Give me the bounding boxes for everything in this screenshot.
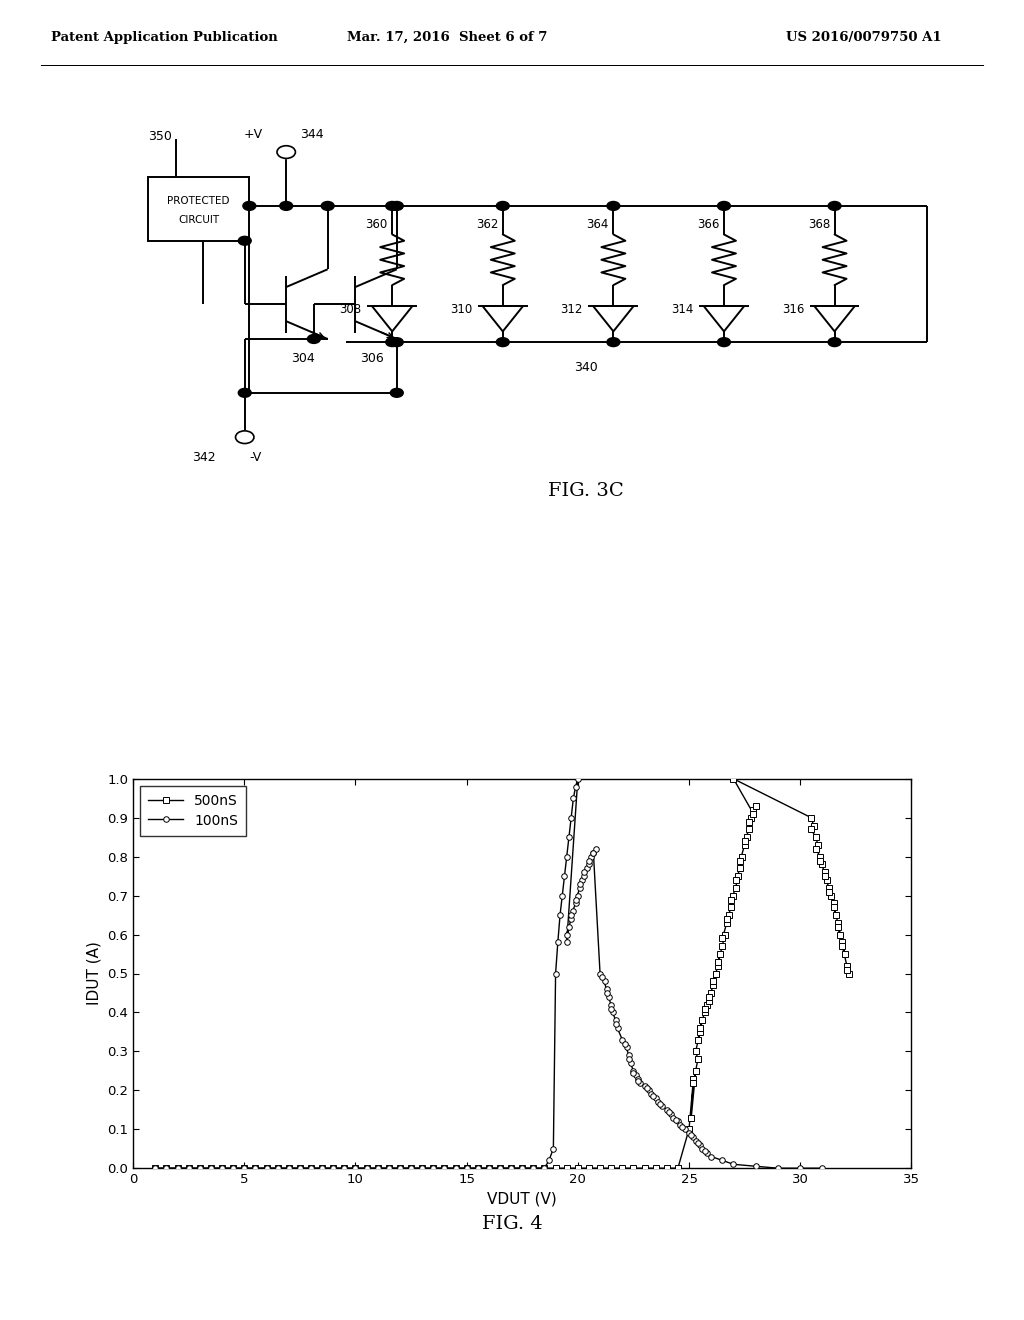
100nS bbox=[587, 845, 599, 861]
100nS bbox=[816, 1160, 828, 1176]
Circle shape bbox=[322, 202, 334, 210]
500nS bbox=[841, 962, 853, 978]
100nS bbox=[716, 1152, 728, 1168]
Text: 350: 350 bbox=[148, 129, 172, 143]
Text: 344: 344 bbox=[300, 128, 324, 141]
Circle shape bbox=[386, 338, 398, 347]
Circle shape bbox=[239, 236, 251, 246]
Text: +V: +V bbox=[244, 128, 263, 141]
500nS bbox=[692, 1051, 705, 1067]
Text: Patent Application Publication: Patent Application Publication bbox=[51, 32, 278, 44]
Circle shape bbox=[390, 202, 403, 210]
Line: 100nS: 100nS bbox=[153, 776, 825, 1171]
Text: 342: 342 bbox=[191, 451, 215, 465]
Text: 306: 306 bbox=[360, 351, 384, 364]
Circle shape bbox=[828, 202, 841, 210]
Text: FIG. 3C: FIG. 3C bbox=[548, 482, 624, 500]
100nS bbox=[569, 779, 582, 795]
Circle shape bbox=[607, 338, 620, 347]
Text: 368: 368 bbox=[808, 218, 830, 231]
Legend: 500nS, 100nS: 500nS, 100nS bbox=[140, 785, 247, 836]
Bar bbox=[148, 177, 250, 240]
X-axis label: VDUT (V): VDUT (V) bbox=[487, 1192, 557, 1206]
500nS bbox=[539, 1160, 551, 1176]
Circle shape bbox=[718, 338, 730, 347]
100nS bbox=[494, 1160, 506, 1176]
500nS bbox=[150, 1160, 162, 1176]
Circle shape bbox=[390, 338, 403, 347]
Circle shape bbox=[307, 334, 321, 343]
500nS bbox=[227, 1160, 240, 1176]
500nS bbox=[727, 771, 739, 787]
Circle shape bbox=[243, 202, 256, 210]
Circle shape bbox=[280, 202, 293, 210]
Text: 366: 366 bbox=[697, 218, 720, 231]
Circle shape bbox=[390, 388, 403, 397]
100nS bbox=[571, 771, 584, 787]
Circle shape bbox=[386, 202, 398, 210]
Circle shape bbox=[239, 388, 251, 397]
Text: 316: 316 bbox=[781, 302, 804, 315]
Text: 360: 360 bbox=[366, 218, 388, 231]
100nS bbox=[679, 1121, 691, 1137]
100nS bbox=[567, 903, 580, 919]
Text: FIG. 4: FIG. 4 bbox=[481, 1214, 543, 1233]
Y-axis label: IDUT (A): IDUT (A) bbox=[87, 941, 101, 1006]
Circle shape bbox=[276, 145, 296, 158]
Text: 364: 364 bbox=[587, 218, 609, 231]
Circle shape bbox=[497, 338, 509, 347]
Text: US 2016/0079750 A1: US 2016/0079750 A1 bbox=[786, 32, 942, 44]
500nS bbox=[812, 837, 824, 853]
Circle shape bbox=[497, 202, 509, 210]
500nS bbox=[283, 1160, 295, 1176]
Text: -V: -V bbox=[250, 451, 261, 465]
Text: 340: 340 bbox=[573, 362, 598, 374]
Circle shape bbox=[607, 202, 620, 210]
100nS bbox=[150, 1160, 162, 1176]
Circle shape bbox=[236, 430, 254, 444]
Circle shape bbox=[828, 338, 841, 347]
Circle shape bbox=[718, 202, 730, 210]
Line: 500nS: 500nS bbox=[153, 776, 852, 1171]
Text: 310: 310 bbox=[451, 302, 472, 315]
Text: 312: 312 bbox=[560, 302, 583, 315]
500nS bbox=[305, 1160, 317, 1176]
Text: 314: 314 bbox=[671, 302, 693, 315]
Text: 304: 304 bbox=[291, 351, 314, 364]
Text: PROTECTED: PROTECTED bbox=[167, 197, 230, 206]
Text: 308: 308 bbox=[340, 302, 361, 315]
Text: Mar. 17, 2016  Sheet 6 of 7: Mar. 17, 2016 Sheet 6 of 7 bbox=[347, 32, 547, 44]
Text: CIRCUIT: CIRCUIT bbox=[178, 215, 219, 226]
Text: 362: 362 bbox=[476, 218, 499, 231]
